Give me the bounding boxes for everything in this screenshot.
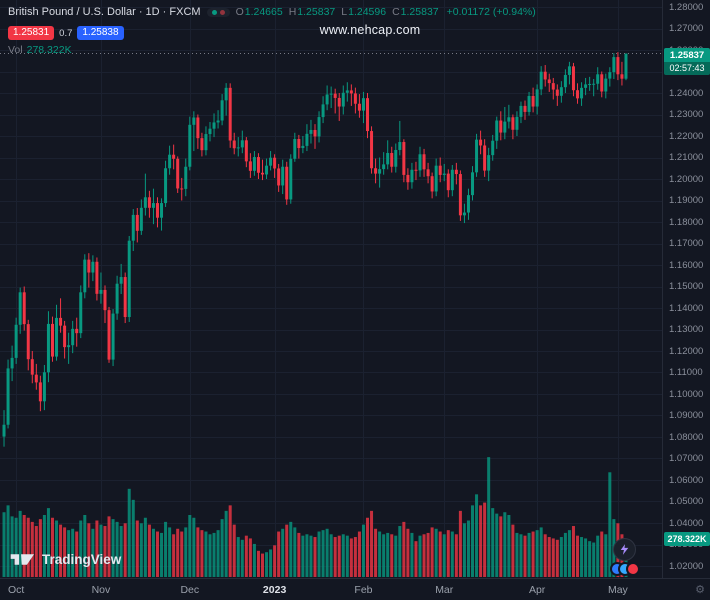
price-axis-label: 1.02000 [669,560,704,572]
volume-series [2,457,628,577]
close-field: C 1.25837 [392,6,439,18]
price-axis-label: 1.04000 [669,517,704,529]
high-label: H [288,6,297,18]
symbol-legend: British Pound / U.S. Dollar · 1D · FXCM … [8,6,536,18]
price-axis-label: 1.09000 [669,410,704,421]
last-price-value: 1.25837 [664,47,710,62]
close-value: 1.25837 [400,6,439,18]
time-axis-label: May [607,584,628,596]
price-axis-label: 1.19000 [669,195,704,206]
open-value: 1.24665 [244,6,283,18]
symbol-title[interactable]: British Pound / U.S. Dollar · 1D · FXCM [8,6,201,18]
price-axis-label: 1.18000 [669,216,704,228]
change-value: +0.01172 (+0.94%) [446,6,536,18]
price-axis-label: 1.20000 [669,173,704,185]
time-axis-label: Feb [354,584,373,596]
up-status-dot-icon [211,9,217,15]
candles-series [2,52,628,447]
volume-legend: Vol 278.322K [8,44,72,56]
price-axis-label: 1.27000 [669,23,704,34]
price-axis-label: 1.07000 [669,453,704,464]
high-value: 1.25837 [297,6,336,18]
price-axis-label: 1.28000 [669,1,704,13]
market-status-indicator [206,7,230,17]
candlestick-chart[interactable] [0,0,662,578]
low-value: 1.24596 [348,6,387,18]
time-axis-label: 2023 [262,584,287,596]
price-axis-label: 1.14000 [669,302,704,314]
price-axis-label: 1.05000 [669,496,704,507]
price-axis-label: 1.06000 [669,474,704,486]
axis-settings-gear-icon[interactable]: ⚙ [695,584,705,596]
lightning-quick-action-button[interactable] [613,538,636,561]
bar-countdown: 02:57:43 [664,61,710,75]
chart-plot-area[interactable]: www.nehcap.com British Pound / U.S. Doll… [0,0,662,578]
price-axis-label: 1.23000 [669,109,704,120]
price-axis-label: 1.15000 [669,281,704,292]
tradingview-logo-text: TradingView [42,552,122,567]
time-axis-label: Apr [528,584,546,596]
price-axis-label: 1.08000 [669,431,704,443]
reactions-button[interactable] [610,562,640,576]
high-field: H 1.25837 [289,6,336,18]
volume-badge: 278.322K [664,531,710,546]
price-axis-label: 1.21000 [669,152,704,163]
close-label: C [392,6,400,18]
tradingview-logo-link[interactable]: TradingView [10,551,121,568]
sell-bid-button[interactable]: 1.25831 [8,26,55,40]
volume-label: Vol [8,44,23,56]
time-axis[interactable]: ⚙ Oct Nov Dec 2023 Feb Mar Apr May [0,578,710,600]
spread-value: 0.7 [59,27,73,39]
price-axis-label: 1.16000 [669,259,704,271]
down-status-dot-icon [219,9,225,15]
price-axis-label: 1.11000 [669,367,703,378]
last-price-badge: 1.25837 02:57:43 [664,47,710,75]
bid-ask-row: 1.25831 0.7 1.25838 [8,26,124,40]
price-axis-label: 1.24000 [669,87,704,99]
price-axis-label: 1.10000 [669,388,704,400]
price-axis-label: 1.17000 [669,238,704,249]
price-axis-label: 1.22000 [669,130,704,142]
low-label: L [341,6,348,18]
time-axis-label: Mar [435,584,454,596]
price-axis-label: 1.13000 [669,324,704,335]
price-axis-label: 1.12000 [669,345,704,357]
price-axis[interactable]: 1.25837 02:57:43 278.322K 1.020001.03000… [662,0,710,578]
tradingview-logo-icon [10,554,35,565]
lightning-icon [620,544,629,555]
time-axis-label: Dec [180,584,200,596]
time-axis-label: Oct [7,584,25,596]
low-field: L 1.24596 [341,6,386,18]
open-label: O [235,6,244,18]
buy-ask-button[interactable]: 1.25838 [77,26,124,40]
volume-value: 278.322K [26,44,72,56]
open-field: O 1.24665 [236,6,283,18]
watermark-text: www.nehcap.com [319,23,421,37]
reaction-circle-red-icon [626,562,640,576]
time-axis-label: Nov [91,584,111,596]
